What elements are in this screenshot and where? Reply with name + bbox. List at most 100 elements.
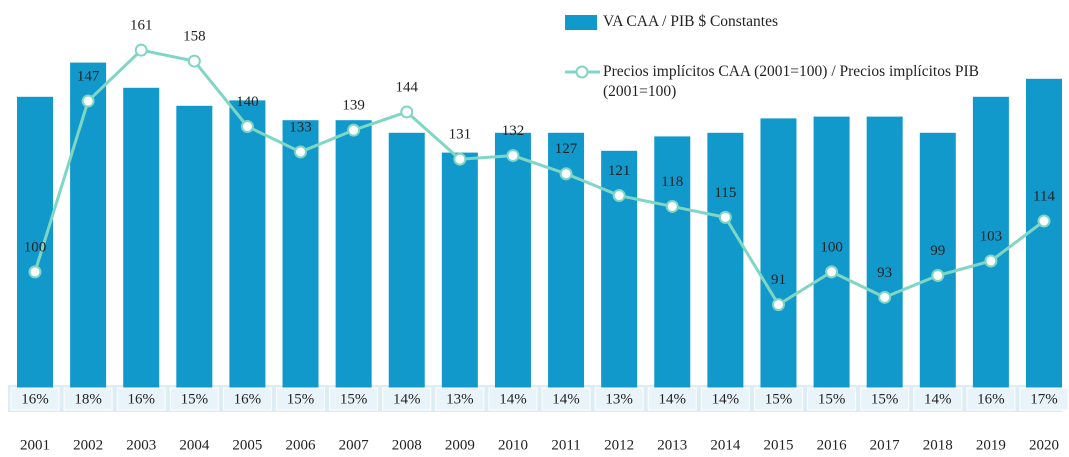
line-marker: [134, 43, 148, 57]
data-label: 14%: [924, 391, 952, 407]
data-label: 139: [342, 98, 365, 114]
x-tick-label: 2012: [604, 437, 634, 453]
label-box: [807, 387, 857, 411]
label-box: [329, 387, 379, 411]
data-label: 140: [236, 94, 259, 110]
data-label: 118: [661, 174, 683, 190]
bar: [282, 120, 319, 392]
line-marker: [294, 145, 308, 159]
data-label: 144: [395, 79, 418, 95]
x-tick-label: 2007: [339, 437, 370, 453]
data-label: 99: [930, 243, 945, 259]
bar: [494, 132, 531, 393]
line-marker: [771, 298, 785, 312]
x-tick-label: 2017: [870, 437, 901, 453]
line-marker: [931, 269, 945, 283]
data-label: 15%: [287, 391, 315, 407]
bar: [707, 132, 744, 393]
bar: [335, 120, 372, 392]
data-label: 15%: [871, 391, 899, 407]
line: [33, 48, 1045, 307]
label-box: [276, 387, 326, 411]
x-tick-label: 2013: [657, 437, 687, 453]
data-label: 15%: [340, 391, 368, 407]
data-label: 161: [130, 18, 153, 34]
bar: [919, 132, 956, 393]
label-box: [488, 387, 538, 411]
bar: [760, 118, 797, 393]
x-tick-label: 2004: [179, 437, 210, 453]
legend-marker: [575, 65, 589, 79]
line-marker: [612, 189, 626, 203]
bar: [601, 150, 638, 392]
data-label: 133: [289, 119, 312, 135]
data-label: 16%: [21, 391, 49, 407]
line-marker: [825, 265, 839, 279]
x-tick-label: 2006: [286, 437, 317, 453]
line-marker: [984, 254, 998, 268]
bar: [123, 87, 160, 393]
data-label: 15%: [181, 391, 209, 407]
data-label: 115: [714, 185, 736, 201]
label-box: [222, 387, 272, 411]
x-tick-label: 2010: [498, 437, 528, 453]
label-box: [860, 387, 910, 411]
data-label: 14%: [712, 391, 740, 407]
data-label: 91: [771, 272, 786, 288]
label-box: [647, 387, 697, 411]
bar: [1026, 78, 1062, 393]
data-label: 158: [183, 29, 206, 45]
bar: [17, 96, 53, 393]
data-label: 14%: [499, 391, 527, 407]
x-tick-label: 2005: [232, 437, 262, 453]
bar: [972, 96, 1009, 393]
data-label: 14%: [393, 391, 421, 407]
line-marker: [347, 123, 361, 137]
line-marker: [400, 105, 414, 119]
data-label: 121: [608, 163, 631, 179]
line-marker: [187, 54, 201, 68]
label-box: [63, 387, 113, 411]
data-label: 14%: [552, 391, 580, 407]
bar: [70, 62, 107, 392]
line-marker: [506, 149, 520, 163]
x-tick-label: 2001: [20, 437, 50, 453]
label-box: [913, 387, 963, 411]
data-label: 127: [555, 141, 578, 157]
x-tick-label: 2016: [817, 437, 848, 453]
legend-label: VA CAA / PIB $ Constantes: [603, 13, 778, 30]
x-tick-label: 2002: [73, 437, 103, 453]
data-label: 13%: [446, 391, 474, 407]
x-tick-label: 2009: [445, 437, 475, 453]
data-label: 114: [1033, 188, 1055, 204]
label-box: [594, 387, 644, 411]
data-label: 132: [502, 123, 525, 139]
label-box: [1019, 387, 1069, 411]
line-marker: [240, 120, 254, 133]
data-label: 15%: [818, 391, 846, 407]
data-label: 93: [877, 265, 892, 281]
data-label: 100: [820, 239, 843, 255]
data-label: 131: [449, 127, 472, 143]
data-label: 13%: [605, 391, 633, 407]
bar: [176, 105, 213, 393]
legend-swatch-bar: [565, 15, 597, 30]
data-label: 17%: [1030, 391, 1058, 407]
data-label: 103: [980, 228, 1003, 244]
bar: [866, 116, 903, 392]
label-box: [966, 387, 1016, 411]
label-box: [435, 387, 485, 411]
bar: [441, 152, 478, 392]
data-label: 100: [24, 239, 47, 255]
bar: [813, 116, 850, 392]
bar: [388, 132, 425, 393]
x-tick-label: 2014: [710, 437, 741, 453]
label-box: [753, 387, 803, 411]
x-tick-label: 2018: [923, 437, 953, 453]
data-label: 15%: [765, 391, 793, 407]
line-marker: [665, 199, 679, 213]
x-tick-label: 2008: [392, 437, 422, 453]
line-marker: [559, 167, 573, 181]
